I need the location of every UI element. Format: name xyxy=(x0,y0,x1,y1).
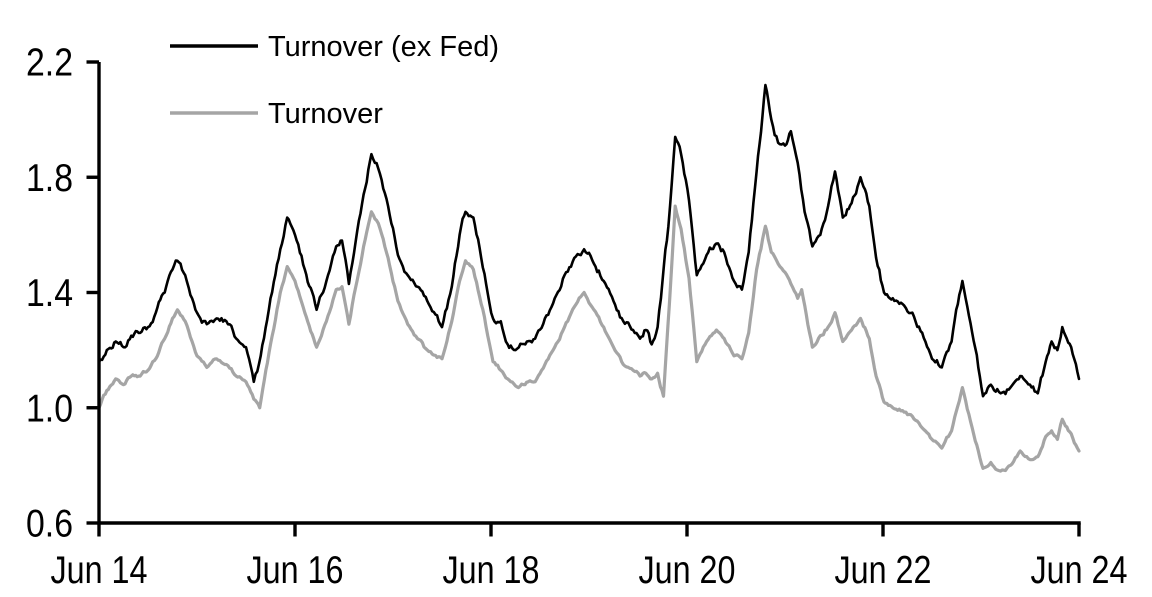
y-tick-label: 1.8 xyxy=(26,157,73,200)
y-tick-label: 1.0 xyxy=(26,387,73,430)
legend-label-turnover-ex-fed: Turnover (ex Fed) xyxy=(268,31,499,63)
series-lines xyxy=(97,83,1081,473)
y-tick-label: 1.4 xyxy=(26,272,73,315)
axis-frame xyxy=(97,62,1081,525)
series-line-turnover-ex-fed- xyxy=(97,83,1081,398)
x-axis-ticks xyxy=(97,523,1081,537)
x-axis-labels: Jun 14 Jun 16 Jun 18 Jun 20 Jun 22 Jun 24 xyxy=(51,549,1128,592)
x-tick-label: Jun 16 xyxy=(247,549,344,592)
x-tick-label: Jun 14 xyxy=(51,549,148,592)
legend-label-turnover: Turnover xyxy=(268,98,383,130)
y-axis-ticks xyxy=(86,60,99,525)
x-tick-label: Jun 22 xyxy=(835,549,932,592)
y-axis-labels: 0.6 1.0 1.4 1.8 2.2 xyxy=(26,42,73,546)
legend: Turnover (ex Fed) Turnover xyxy=(170,31,499,130)
x-tick-label: Jun 20 xyxy=(639,549,736,592)
x-tick-label: Jun 18 xyxy=(443,549,540,592)
y-tick-label: 2.2 xyxy=(26,42,73,85)
y-tick-label: 0.6 xyxy=(26,503,73,546)
x-tick-label: Jun 24 xyxy=(1031,549,1128,592)
series-line-turnover xyxy=(97,204,1081,473)
